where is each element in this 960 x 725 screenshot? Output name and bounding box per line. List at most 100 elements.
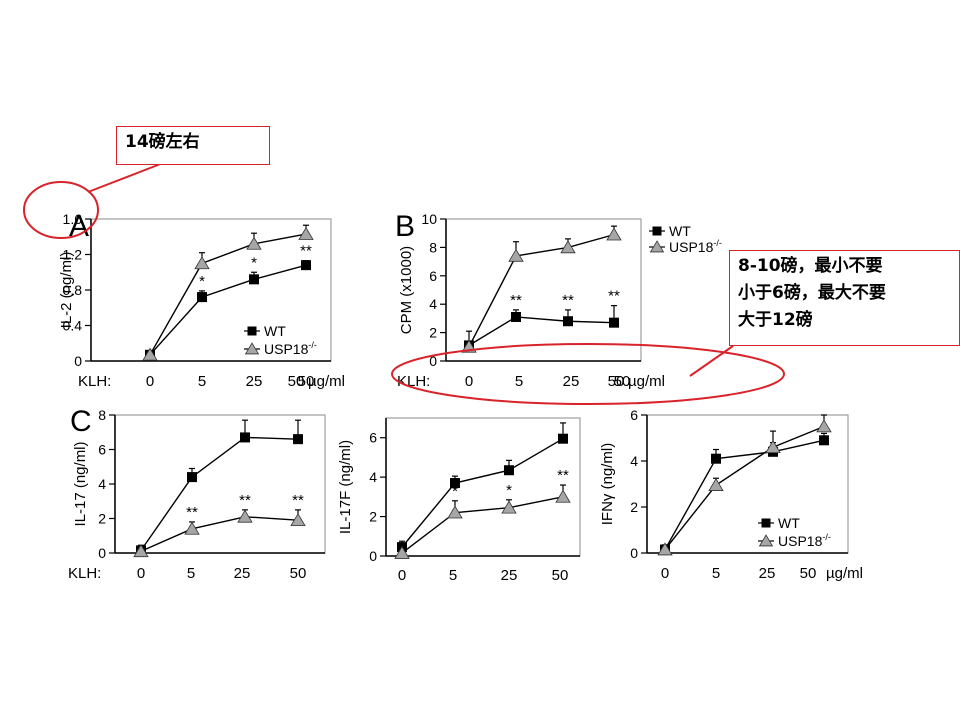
annotation-overlay (23, 162, 785, 405)
y-tick-label: 0 (369, 548, 377, 564)
significance-marker: * (506, 482, 512, 499)
y-tick-label: 4 (429, 296, 437, 312)
callout-right-line-2: 小于6磅，最大不要 (738, 283, 886, 303)
data-point-usp18 (816, 419, 832, 433)
data-point-usp18 (237, 509, 253, 523)
series-line-usp18 (401, 496, 564, 554)
x-tick-label: 0 (137, 565, 145, 582)
y-tick-label: 8 (429, 239, 437, 255)
data-point-wt (711, 453, 721, 464)
series-line-wt (140, 436, 299, 551)
data-point-usp18 (560, 240, 576, 254)
callout-font-size-axis-labels: 8-10磅，最小不要 小于6磅，最大不要 大于12磅 (729, 250, 960, 346)
legend-marker-wt (247, 326, 257, 336)
y-tick-label: 2 (98, 511, 106, 527)
data-point-wt (187, 472, 197, 483)
series-line-usp18 (149, 233, 307, 356)
x-tick-label: 0 (146, 373, 154, 390)
x-tick-label: 0 (465, 373, 473, 390)
x-tick-label: 50 (552, 567, 569, 584)
x-tick-label-50: 50 (800, 565, 817, 582)
x-tick-label-50: 50 (608, 373, 625, 390)
x-tick-label: 5 (712, 565, 720, 582)
callout-right-line-1: 8-10磅，最小不要 (738, 256, 883, 276)
data-point-wt (293, 434, 303, 445)
significance-marker: ** (562, 292, 574, 309)
y-tick-label: 4 (630, 453, 638, 469)
x-tick-label: 50 (614, 373, 631, 390)
y-axis-label: IL-17 (ng/ml) (72, 441, 89, 526)
data-point-usp18 (606, 227, 622, 241)
data-point-usp18 (508, 248, 524, 262)
series-line-usp18 (664, 425, 825, 550)
data-point-wt (504, 465, 514, 476)
data-point-usp18 (657, 542, 673, 556)
panel-letter-highlight-ellipse (23, 181, 99, 239)
y-tick-label: 6 (369, 430, 377, 446)
significance-marker: ** (608, 288, 620, 305)
series-line-wt (149, 264, 307, 356)
data-point-usp18 (298, 226, 314, 240)
legend-label: USP18-/- (669, 238, 722, 255)
data-point-usp18 (246, 236, 262, 250)
data-point-wt (563, 316, 573, 327)
significance-marker: * (199, 273, 205, 290)
y-tick-label: 0.4 (63, 318, 83, 334)
legend-marker-wt (652, 226, 662, 236)
y-tick-label: 4 (369, 469, 377, 485)
data-point-wt (197, 292, 207, 303)
x-tick-label: 50 (290, 565, 307, 582)
data-point-usp18 (765, 440, 781, 454)
significance-marker: ** (292, 492, 304, 509)
significance-marker: ** (239, 492, 251, 509)
y-axis-label: IL-17F (ng/ml) (337, 440, 354, 534)
y-tick-label: 6 (98, 442, 106, 458)
significance-marker: ** (557, 467, 569, 484)
series-line-wt (468, 316, 615, 346)
panel-letter: C (70, 405, 92, 438)
y-tick-label: 0 (74, 353, 82, 369)
data-point-wt (450, 478, 460, 489)
x-tick-label: 25 (759, 565, 776, 582)
data-point-usp18 (133, 544, 149, 558)
callout-top-text: 14磅左右 (125, 132, 200, 152)
panel-letter: A (69, 210, 89, 243)
legend-label: USP18-/- (264, 340, 317, 357)
panel-letter: B (395, 210, 415, 243)
y-tick-label: 8 (98, 407, 106, 423)
panel-a-chart: 0 0.4 0.8 1.2 1.6 IL-2 (ng/ml) 0 5 25 50 KLH: 50 µg/… (58, 210, 345, 390)
significance-marker: * (251, 254, 257, 271)
data-point-wt (249, 274, 259, 285)
y-tick-label: 1.2 (63, 247, 83, 263)
y-tick-label: 1.6 (63, 211, 83, 227)
x-tick-label: 25 (501, 567, 518, 584)
y-tick-label: 6 (630, 407, 638, 423)
x-tick-label: 5 (515, 373, 523, 390)
axis-label-highlight-ellipse (391, 343, 785, 405)
y-tick-label: 2 (429, 325, 437, 341)
data-point-usp18 (447, 505, 463, 519)
series-line-wt (401, 438, 564, 548)
y-tick-label: 10 (421, 211, 437, 227)
unit-label: µg/ml (308, 373, 345, 390)
significance-marker: ** (300, 243, 312, 260)
data-point-wt (609, 317, 619, 328)
series-line-usp18 (468, 233, 615, 348)
x-tick-label: 25 (234, 565, 251, 582)
significance-marker: ** (510, 292, 522, 309)
x-tick-label: 25 (563, 373, 580, 390)
y-axis-label: IL-2 (ng/ml) (58, 252, 75, 329)
series-line-usp18 (140, 516, 299, 552)
callout-font-size-panel-letter: 14磅左右 (116, 126, 270, 165)
legend-label: WT (778, 515, 800, 531)
data-point-usp18 (394, 545, 410, 559)
y-tick-label: 6 (429, 268, 437, 284)
plot-frame (90, 218, 332, 362)
data-point-usp18 (290, 513, 306, 527)
unit-label: µg/ml (826, 565, 863, 582)
significance-marker: ** (186, 504, 198, 521)
